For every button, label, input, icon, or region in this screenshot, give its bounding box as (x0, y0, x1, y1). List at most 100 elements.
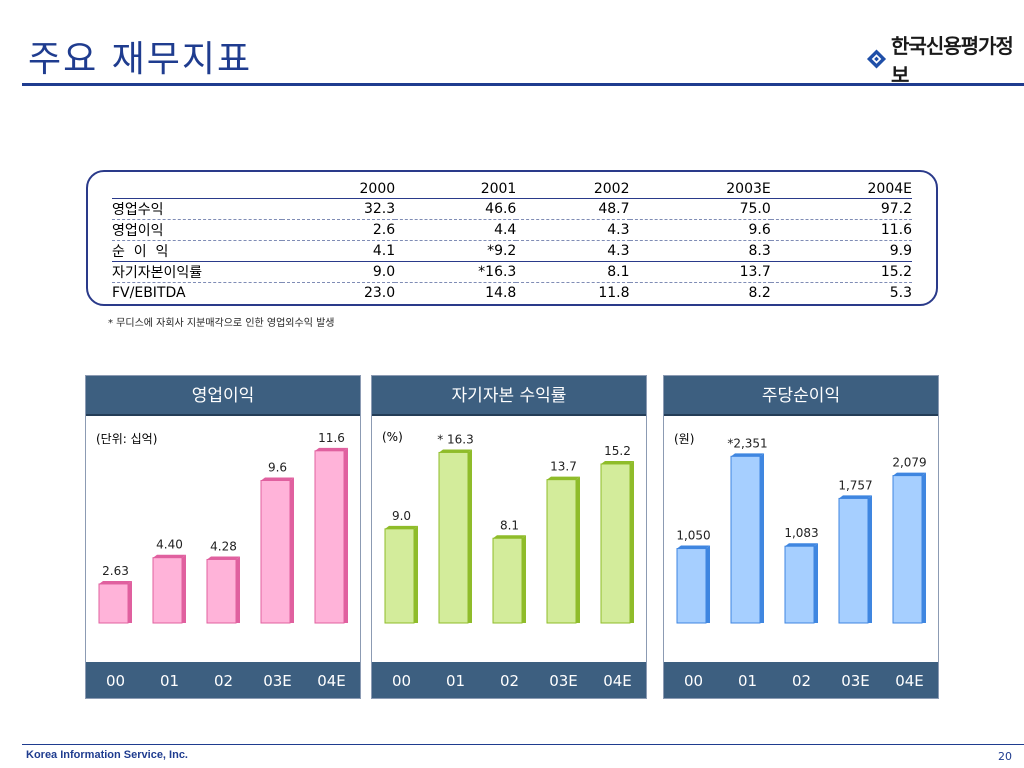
bar-top (601, 460, 634, 464)
bar-side (290, 477, 294, 623)
bar-side (630, 460, 634, 623)
title-divider (22, 83, 1024, 86)
table-header-row: 2000 2001 2002 2003E 2004E (112, 179, 912, 199)
bar-01 (152, 554, 186, 624)
bar-01 (730, 453, 764, 624)
bar-top (439, 449, 472, 453)
chart-title: 영업이익 (86, 376, 360, 416)
table-cell: 75.0 (629, 198, 771, 220)
table-row: 순 이 익 4.1 *9.2 4.3 8.3 9.9 (112, 240, 912, 262)
bar-data-label: 9.0 (392, 509, 411, 523)
table-cell: 4.1 (282, 240, 396, 262)
bar-front (492, 537, 523, 624)
footer-company: Korea Information Service, Inc. (26, 749, 188, 761)
chart-axis-band (372, 662, 646, 698)
row-label: FV/EBITDA (112, 285, 186, 301)
bar-chart: 2.63 4.40 4.28 9.6 11.6 (98, 431, 348, 624)
bar-front (314, 450, 345, 624)
bar-data-label: *2,351 (727, 436, 767, 450)
bar-side (760, 453, 764, 623)
table-cell: 13.7 (629, 261, 771, 283)
financial-table: 2000 2001 2002 2003E 2004E 영업수익 32.3 46.… (112, 179, 912, 303)
bar-top (261, 477, 294, 481)
bar-data-label: 2,079 (892, 456, 926, 470)
x-tick-label: 02 (499, 672, 520, 690)
table-cell: 11.6 (770, 219, 912, 241)
bar-side (182, 554, 186, 623)
table-cell: 14.8 (485, 285, 517, 301)
bar-side (706, 545, 710, 623)
bar-side (814, 543, 818, 623)
table-header-cell (112, 179, 282, 199)
table-cell: 4.3 (516, 240, 630, 262)
x-tick-label: 04E (895, 672, 924, 690)
table-cell: 48.7 (516, 198, 630, 220)
bar-top (207, 556, 240, 560)
bar-side (236, 556, 240, 623)
x-tick-label: 03E (549, 672, 578, 690)
bar-data-label: 11.6 (318, 431, 345, 445)
logo-text: 한국신용평가정보 (891, 34, 1014, 87)
table-header-cell: 2002 (516, 179, 630, 199)
bar-front (676, 548, 707, 624)
x-tick-label: 02 (213, 672, 234, 690)
chart-axis-band (86, 662, 360, 698)
bar-02 (492, 535, 526, 624)
bar-front (152, 557, 183, 624)
bar-top (99, 580, 132, 584)
bar-top (385, 525, 418, 529)
bar-03E (260, 477, 294, 624)
bar-03E (546, 476, 580, 624)
table-cell: 97.2 (770, 198, 912, 220)
bar-04E (314, 447, 348, 624)
table-row: 영업수익 32.3 46.6 48.7 75.0 97.2 (112, 198, 912, 220)
table-header-cell: 2000 (282, 179, 396, 199)
x-tick-label: 01 (159, 672, 180, 690)
bar-front (784, 545, 815, 624)
bar-top (315, 447, 348, 451)
table-cell: 8.3 (629, 240, 771, 262)
bar-side (344, 447, 348, 623)
table-cell: *9.2 (395, 240, 517, 262)
bar-data-label: 13.7 (550, 460, 577, 474)
bar-front (730, 455, 761, 624)
bar-04E (600, 460, 634, 624)
bar-side (522, 535, 526, 623)
bar-side (128, 580, 132, 623)
bar-00 (384, 525, 418, 624)
bar-03E (838, 495, 872, 624)
table-cell: 9.0 (282, 261, 396, 283)
table-row: 영업이익 2.6 4.4 4.3 9.6 11.6 (112, 219, 912, 241)
bar-data-label: 4.40 (156, 538, 183, 552)
table-cell: 4.4 (395, 219, 517, 241)
x-tick-label: 00 (391, 672, 412, 690)
table-cell: 8.1 (516, 261, 630, 283)
bar-top (785, 543, 818, 547)
chart-unit: (단위: 십억) (96, 432, 158, 446)
chart-title: 주당순이익 (664, 376, 938, 416)
financial-table-frame (86, 170, 938, 306)
x-tick-label: 04E (317, 672, 346, 690)
table-cell: 2.6 (282, 219, 396, 241)
x-tick-label: 00 (105, 672, 126, 690)
table-cell: *16.3 (395, 261, 517, 283)
bar-top (493, 535, 526, 539)
bar-data-label: 2.63 (102, 564, 129, 578)
bar-front (206, 558, 237, 624)
bar-00 (98, 580, 132, 624)
x-tick-label: 03E (263, 672, 292, 690)
bar-04E (892, 472, 926, 624)
table-cell: 32.3 (282, 198, 396, 220)
table-header-cell: 2001 (395, 179, 517, 199)
bar-side (468, 449, 472, 623)
bar-01 (438, 449, 472, 624)
x-tick-label: 02 (791, 672, 812, 690)
chart-unit: (%) (382, 430, 403, 444)
bar-front (600, 463, 631, 624)
bar-chart: 9.0 * 16.3 8.1 13.7 15.2 (384, 432, 634, 624)
table-footnote: * 무디스에 자회사 지분매각으로 인한 영업외수익 발생 (108, 318, 335, 329)
row-label: 자기자본이익률 (112, 261, 282, 283)
bar-front (98, 583, 129, 624)
table-cell: 46.6 (395, 198, 517, 220)
page-number: 20 (998, 750, 1012, 763)
